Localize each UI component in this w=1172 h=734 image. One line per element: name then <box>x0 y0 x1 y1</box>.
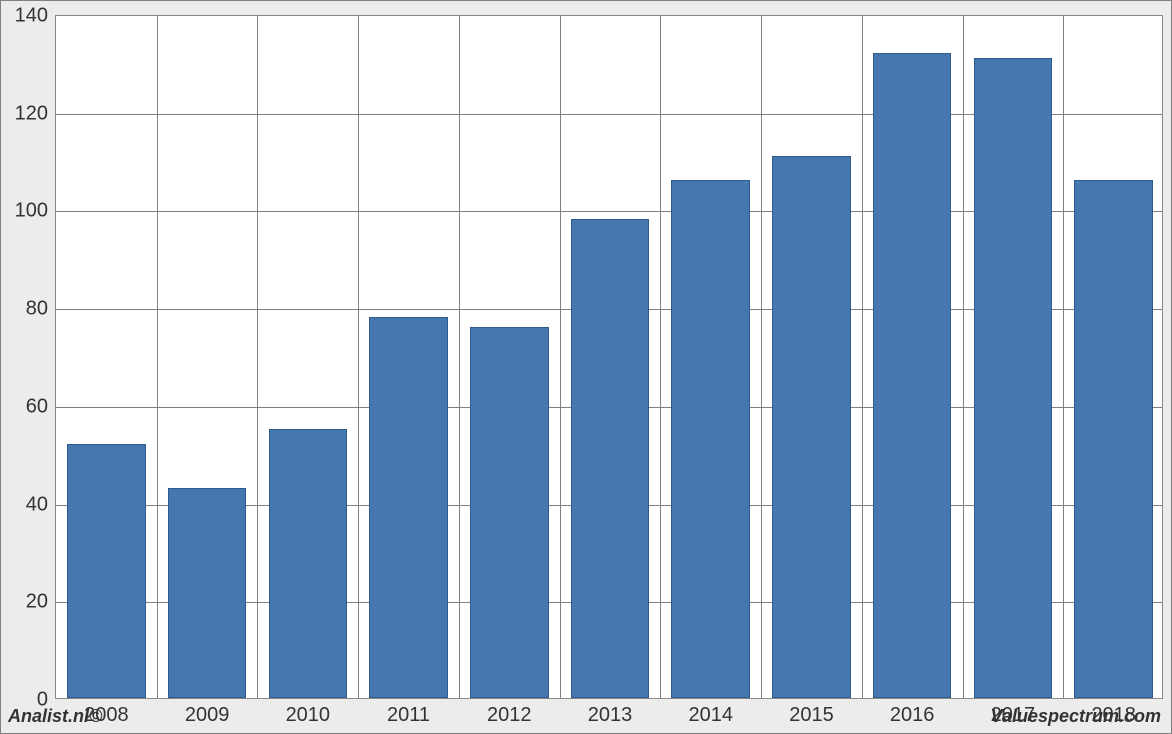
credit-left: Analist.nl© <box>8 706 102 727</box>
bar <box>369 317 448 698</box>
y-tick-label: 100 <box>15 200 48 223</box>
bar <box>974 58 1053 698</box>
y-tick-label: 40 <box>26 493 48 516</box>
gridline-v <box>963 16 964 698</box>
x-tick-label: 2012 <box>487 704 532 727</box>
y-tick-label: 80 <box>26 298 48 321</box>
bar <box>873 53 952 698</box>
chart-panel: 0204060801001201402008200920102011201220… <box>5 5 1167 729</box>
y-tick-label: 60 <box>26 395 48 418</box>
y-tick-label: 20 <box>26 591 48 614</box>
chart-frame: 0204060801001201402008200920102011201220… <box>0 0 1172 734</box>
plot-area: 0204060801001201402008200920102011201220… <box>55 15 1163 699</box>
gridline-v <box>459 16 460 698</box>
x-tick-label: 2015 <box>789 704 834 727</box>
x-tick-label: 2014 <box>688 704 733 727</box>
bar <box>571 219 650 698</box>
bar <box>671 180 750 698</box>
bar <box>269 429 348 698</box>
gridline-v <box>761 16 762 698</box>
bar <box>168 488 247 698</box>
gridline-v <box>358 16 359 698</box>
gridline-v <box>560 16 561 698</box>
credit-right: Valuespectrum.com <box>991 706 1161 727</box>
x-tick-label: 2011 <box>387 704 430 727</box>
x-tick-label: 2010 <box>286 704 331 727</box>
bar <box>772 156 851 698</box>
x-tick-label: 2016 <box>890 704 935 727</box>
gridline-v <box>862 16 863 698</box>
y-tick-label: 140 <box>15 5 48 28</box>
bar <box>67 444 146 698</box>
gridline-v <box>257 16 258 698</box>
bar <box>470 327 549 698</box>
x-tick-label: 2009 <box>185 704 230 727</box>
gridline-v <box>1063 16 1064 698</box>
y-tick-label: 120 <box>15 102 48 125</box>
gridline-v <box>660 16 661 698</box>
bar <box>1074 180 1153 698</box>
gridline-v <box>157 16 158 698</box>
x-tick-label: 2013 <box>588 704 633 727</box>
